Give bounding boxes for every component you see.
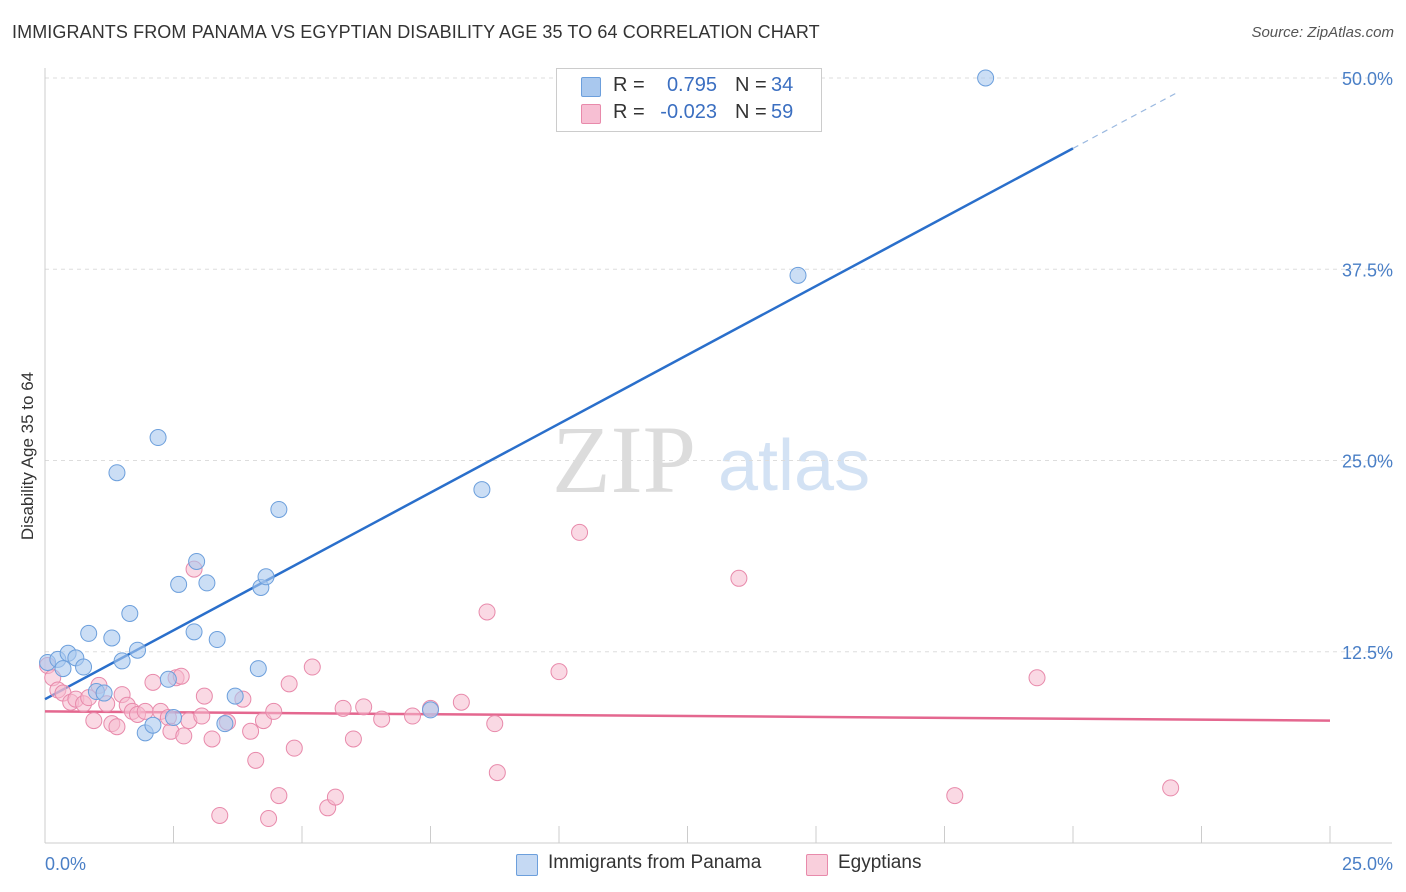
panama-trend-line — [44, 147, 1074, 701]
stats-n-value: 34 — [771, 74, 794, 96]
stats-swatch-panama — [581, 77, 601, 97]
egyptians-point-57[interactable] — [946, 787, 964, 805]
x-tick-label-max: 25.0% — [1342, 854, 1393, 874]
panama-point-12[interactable] — [121, 605, 139, 622]
panama-point-31[interactable] — [473, 481, 491, 499]
stats-r-label: R = — [613, 74, 645, 96]
egyptians-points — [39, 523, 1180, 828]
egyptians-point-28[interactable] — [195, 687, 213, 705]
egyptians-point-47[interactable] — [373, 710, 391, 728]
egyptians-point-36[interactable] — [260, 810, 278, 828]
axes — [44, 68, 1392, 844]
panama-point-19[interactable] — [170, 575, 188, 593]
egyptians-point-41[interactable] — [303, 658, 321, 676]
x-tick-labels: 0.0% 25.0% — [45, 854, 1393, 874]
egyptians-trend-line — [44, 710, 1331, 722]
egyptians-point-51[interactable] — [478, 603, 496, 621]
panama-points — [39, 69, 995, 742]
stats-r-value: -0.023 — [660, 101, 717, 123]
chart-source: Source: ZipAtlas.com — [1251, 24, 1394, 41]
egyptians-point-56[interactable] — [730, 569, 748, 587]
egyptians-point-52[interactable] — [486, 715, 504, 733]
egyptians-point-27[interactable] — [193, 707, 211, 725]
panama-point-22[interactable] — [198, 574, 216, 592]
watermark-atlas: atlas — [718, 426, 870, 506]
stats-row-panama: R = 0.795 N = 34 — [557, 74, 821, 100]
y-tick-label-0: 12.5% — [1342, 643, 1393, 663]
x-tick-label-min: 0.0% — [45, 854, 86, 874]
panama-point-32[interactable] — [789, 266, 807, 284]
watermark-zip: ZIP — [552, 406, 696, 513]
panama-point-29[interactable] — [270, 500, 288, 518]
egyptians-point-38[interactable] — [270, 787, 288, 805]
egyptians-point-50[interactable] — [452, 693, 470, 711]
stats-legend-box: R = 0.795 N = 34 R = -0.023 N = 59 — [556, 68, 822, 132]
chart-legend: Immigrants from Panama Egyptians — [0, 852, 1406, 878]
legend-swatch-egyptians — [806, 854, 828, 876]
panama-point-33[interactable] — [977, 69, 995, 87]
panama-trend-extension — [1072, 92, 1177, 149]
egyptians-point-55[interactable] — [571, 523, 589, 541]
egyptians-point-39[interactable] — [280, 675, 298, 693]
egyptians-point-37[interactable] — [265, 702, 283, 720]
egyptians-point-24[interactable] — [175, 727, 193, 745]
panama-point-26[interactable] — [249, 660, 267, 678]
panama-point-6[interactable] — [80, 624, 98, 642]
egyptians-point-45[interactable] — [344, 730, 362, 748]
egyptians-point-33[interactable] — [242, 722, 260, 740]
y-tick-label-1: 25.0% — [1342, 452, 1393, 472]
panama-point-13[interactable] — [129, 641, 147, 659]
panama-point-25[interactable] — [226, 687, 244, 705]
panama-point-23[interactable] — [208, 631, 226, 649]
chart-title: IMMIGRANTS FROM PANAMA VS EGYPTIAN DISAB… — [12, 22, 820, 42]
panama-point-16[interactable] — [149, 429, 167, 447]
egyptians-point-43[interactable] — [326, 788, 344, 806]
stats-r-label: R = — [613, 101, 645, 123]
stats-row-egyptians: R = -0.023 N = 59 — [557, 101, 821, 127]
legend-swatch-panama — [516, 854, 538, 876]
stats-n-label: N = — [735, 101, 767, 123]
panama-point-17[interactable] — [159, 670, 177, 688]
y-tick-label-2: 37.5% — [1342, 260, 1393, 280]
egyptians-point-48[interactable] — [404, 707, 422, 725]
panama-point-18[interactable] — [165, 709, 182, 727]
y-tick-labels: 12.5% 25.0% 37.5% 50.0% — [1342, 69, 1393, 663]
egyptians-point-44[interactable] — [334, 699, 352, 717]
stats-r-value: 0.795 — [666, 74, 717, 96]
panama-point-2[interactable] — [54, 660, 72, 678]
watermark: ZIP atlas — [552, 406, 870, 513]
panama-point-24[interactable] — [216, 715, 234, 733]
egyptians-point-46[interactable] — [355, 698, 373, 716]
egyptians-point-12[interactable] — [108, 718, 126, 736]
egyptians-point-59[interactable] — [1162, 779, 1180, 797]
panama-point-15[interactable] — [144, 716, 162, 734]
egyptians-point-53[interactable] — [488, 764, 506, 782]
grid — [45, 77, 1392, 653]
panama-point-5[interactable] — [75, 658, 93, 676]
egyptians-point-54[interactable] — [550, 663, 568, 681]
egyptians-point-34[interactable] — [247, 751, 265, 769]
panama-point-20[interactable] — [185, 623, 203, 641]
y-tick-label-3: 50.0% — [1342, 69, 1393, 89]
egyptians-point-8[interactable] — [85, 712, 103, 730]
panama-point-9[interactable] — [103, 629, 121, 647]
egyptians-point-40[interactable] — [285, 739, 303, 757]
egyptians-point-18[interactable] — [144, 673, 162, 691]
stats-swatch-egyptians — [581, 104, 601, 124]
legend-label-panama: Immigrants from Panama — [548, 852, 762, 873]
stats-n-label: N = — [735, 74, 767, 96]
legend-label-egyptians: Egyptians — [838, 852, 922, 873]
panama-point-8[interactable] — [95, 684, 113, 702]
egyptians-point-29[interactable] — [203, 730, 221, 748]
panama-point-21[interactable] — [188, 552, 206, 570]
panama-point-11[interactable] — [113, 652, 131, 670]
panama-point-10[interactable] — [108, 464, 126, 482]
trend-lines — [44, 92, 1331, 722]
panama-point-30[interactable] — [422, 701, 439, 719]
panama-point-28[interactable] — [257, 568, 275, 586]
stats-n-value: 59 — [771, 101, 794, 123]
egyptians-point-58[interactable] — [1028, 669, 1046, 687]
egyptians-point-30[interactable] — [211, 806, 229, 824]
